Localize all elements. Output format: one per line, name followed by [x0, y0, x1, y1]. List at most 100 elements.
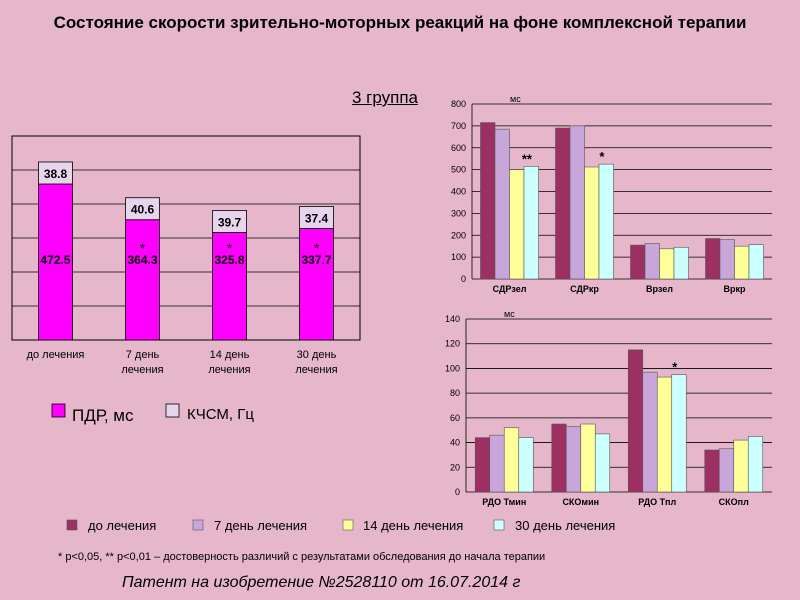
- group-label: 3 группа: [352, 88, 419, 107]
- legend-swatch-2: [342, 519, 354, 531]
- bar-day30: [671, 374, 687, 493]
- footnote: * p<0,05, ** p<0,01 – достоверность разл…: [58, 551, 546, 563]
- tick-label: СКОмин: [562, 497, 599, 507]
- bar-day30: [518, 437, 534, 493]
- bar-before: [480, 122, 496, 280]
- bar-day7: [494, 128, 510, 280]
- bar-day14: [656, 376, 673, 493]
- tick-label: РДО Тпл: [638, 497, 676, 507]
- y-tick-label: 80: [450, 388, 460, 398]
- y-tick-label: 0: [455, 487, 460, 497]
- y-tick-label: 800: [451, 99, 466, 109]
- legend-swatch-pdr: [51, 403, 66, 418]
- data-label-kchsm: 38.8: [44, 167, 68, 181]
- bar-day14: [659, 248, 675, 280]
- legend-label-pdr: ПДР, мс: [72, 406, 134, 425]
- bar-day7: [718, 448, 735, 493]
- legend-swatch-0: [66, 519, 78, 531]
- legend-swatch-kchsm: [165, 403, 180, 418]
- legend-label-kchsm: КЧСМ, Гц: [187, 406, 254, 423]
- bar-kchsm: [299, 206, 334, 229]
- data-label-kchsm: 40.6: [131, 203, 155, 217]
- bar-day30: [523, 166, 539, 280]
- tick-label: лечения: [121, 364, 163, 376]
- y-tick-label: 100: [445, 363, 460, 373]
- bar-day14: [734, 245, 750, 280]
- data-label-pdr: 337.7: [301, 253, 331, 267]
- bar-day7: [569, 125, 585, 280]
- bar-day7: [642, 371, 658, 493]
- data-label-kchsm: 37.4: [305, 212, 329, 226]
- bar-day30: [747, 436, 764, 493]
- page-title: Состояние скорости зрительно-моторных ре…: [53, 13, 747, 32]
- y-tick-label: 120: [445, 339, 460, 349]
- y-tick-label: 140: [445, 314, 460, 324]
- bar-before: [704, 449, 720, 493]
- bar-day7: [565, 426, 582, 493]
- bar-before: [630, 244, 646, 280]
- tick-label: лечения: [295, 364, 337, 376]
- bar-day30: [598, 163, 614, 280]
- bar-kchsm: [212, 210, 247, 233]
- bar-day7: [644, 243, 660, 280]
- y-tick-label: 200: [451, 230, 466, 240]
- data-label-pdr: 364.3: [127, 253, 157, 267]
- bar-pdr: [212, 232, 247, 341]
- significance-mark: *: [227, 240, 233, 256]
- bar-before: [474, 437, 491, 493]
- bar-day14: [584, 166, 600, 280]
- y-tick-label: 700: [451, 121, 466, 131]
- data-label-pdr: 325.8: [214, 253, 244, 267]
- legend-label: 14 день лечения: [363, 518, 463, 533]
- legend-label: 7 день лечения: [214, 518, 307, 533]
- y-tick-label: 60: [450, 413, 460, 423]
- bar-day14: [733, 439, 749, 493]
- bar-before: [555, 127, 571, 280]
- y-tick-label: 20: [450, 462, 460, 472]
- tick-label: Врзел: [646, 284, 673, 294]
- legend-swatch-3: [493, 519, 505, 531]
- tick-label: РДО Тмин: [482, 497, 526, 507]
- tick-label: 30 день: [297, 349, 337, 361]
- legend-swatch-1: [192, 519, 204, 531]
- y-tick-label: 40: [450, 438, 460, 448]
- bar-kchsm: [125, 197, 160, 221]
- bar-day14: [503, 427, 520, 493]
- patent-note: Патент на изобретение №2528110 от 16.07.…: [122, 574, 521, 591]
- bar-day14: [509, 169, 525, 280]
- bar-kchsm: [38, 161, 73, 185]
- tick-label: Вркр: [724, 284, 747, 294]
- y-tick-label: 400: [451, 187, 466, 197]
- tick-label: СДРзел: [493, 284, 527, 294]
- y-tick-label: 500: [451, 165, 466, 175]
- bar-day30: [673, 246, 689, 280]
- y-tick-label: 600: [451, 143, 466, 153]
- significance-mark: *: [672, 360, 678, 375]
- unit-label: мс: [510, 94, 521, 104]
- data-label-pdr: 472.5: [40, 253, 70, 267]
- legend-label: до лечения: [88, 518, 156, 533]
- bar-day30: [594, 433, 611, 493]
- tick-label: лечения: [208, 364, 250, 376]
- significance-mark: *: [314, 240, 320, 256]
- significance-mark: **: [522, 151, 533, 166]
- bar-day7: [719, 239, 735, 280]
- y-tick-label: 100: [451, 252, 466, 262]
- bar-day7: [489, 434, 505, 493]
- data-label-kchsm: 39.7: [218, 215, 242, 229]
- significance-mark: *: [140, 240, 146, 256]
- tick-label: 14 день: [210, 349, 250, 361]
- significance-mark: *: [599, 149, 605, 164]
- legend-label: 30 день лечения: [515, 518, 615, 533]
- bar-pdr: [299, 228, 334, 341]
- bar-day14: [580, 423, 596, 493]
- tick-label: 7 день: [126, 349, 160, 361]
- bar-before: [627, 349, 644, 493]
- unit-label: мс: [504, 309, 515, 319]
- y-tick-label: 300: [451, 208, 466, 218]
- bar-before: [551, 423, 567, 493]
- bar-day30: [748, 244, 764, 280]
- bar-before: [705, 238, 721, 280]
- bar-pdr: [125, 219, 160, 341]
